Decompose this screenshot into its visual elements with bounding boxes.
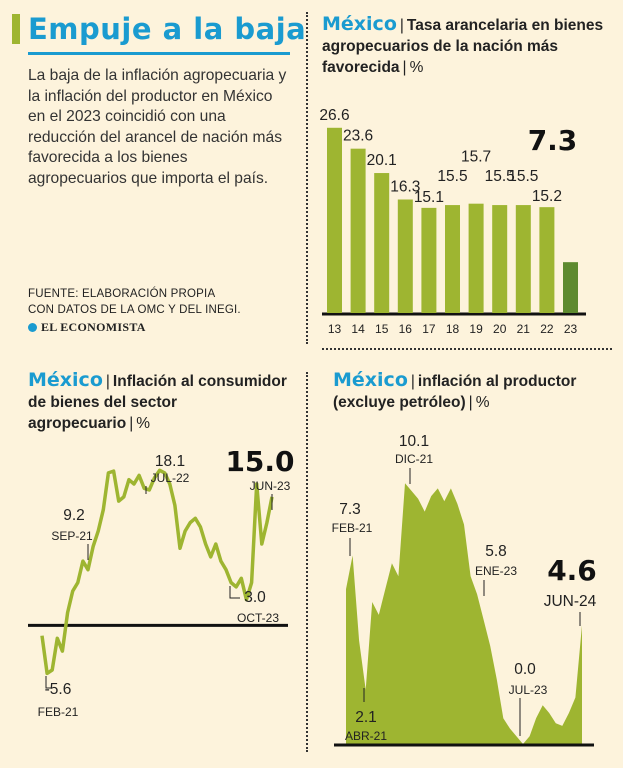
tariff-x-tick-label: 18 bbox=[446, 322, 460, 336]
tariff-bar bbox=[492, 205, 508, 313]
ppi-date-label: FEB-21 bbox=[332, 521, 373, 535]
tariff-value-label: 15.7 bbox=[461, 149, 491, 166]
tariff-title: Tasa arancelaria en bienes agropecuarios… bbox=[322, 17, 604, 76]
cpi-date-label: SEP-21 bbox=[51, 529, 93, 543]
tariff-bar bbox=[563, 262, 578, 313]
tariff-x-tick-label: 21 bbox=[517, 322, 531, 336]
tariff-bar bbox=[397, 199, 413, 313]
logo-text: EL ECONOMISTA bbox=[41, 320, 146, 334]
divider-vertical-top bbox=[306, 12, 308, 344]
ppi-area bbox=[346, 483, 582, 744]
ppi-value-label: 7.3 bbox=[339, 501, 361, 518]
cpi-value-label: 3.0 bbox=[244, 589, 266, 606]
cpi-value-label-emphasis: 15.0 bbox=[225, 445, 294, 478]
cpi-unit: % bbox=[136, 415, 151, 432]
tariff-value-label: 20.1 bbox=[367, 152, 397, 169]
ppi-date-label: ENE-23 bbox=[475, 564, 517, 578]
cpi-value-label: -5.6 bbox=[45, 681, 72, 698]
cpi-title: Inflación al consumidor de bienes del se… bbox=[28, 373, 287, 432]
tariff-value-label: 15.5 bbox=[508, 168, 538, 185]
tariff-x-tick-label: 13 bbox=[328, 322, 342, 336]
cpi-chart-title: México | Inflación al consumidor de bienes… bbox=[28, 369, 287, 433]
source-note: FUENTE: ELABORACIÓN PROPIA CON DATOS DE … bbox=[28, 286, 241, 318]
tariff-value-label: 23.6 bbox=[343, 128, 373, 145]
cpi-date-label: OCT-23 bbox=[237, 611, 279, 625]
tariff-value-label: 26.6 bbox=[319, 107, 349, 124]
tariff-x-tick-label: 20 bbox=[493, 322, 507, 336]
ppi-value-label: 10.1 bbox=[399, 433, 429, 450]
tariff-x-tick-label: 16 bbox=[399, 322, 413, 336]
tariff-bar bbox=[539, 207, 555, 313]
tariff-x-tick-label: 15 bbox=[375, 322, 389, 336]
ppi-value-label: 5.8 bbox=[485, 543, 507, 560]
logo-mark-icon bbox=[28, 323, 37, 332]
intro-text: La baja de la inflación agropecuaria y l… bbox=[28, 67, 287, 187]
tariff-bar bbox=[468, 203, 484, 313]
tariff-bar bbox=[327, 127, 342, 313]
tariff-bar bbox=[445, 205, 460, 313]
tariff-value-label: 15.1 bbox=[414, 189, 444, 206]
tariff-x-tick-label: 22 bbox=[540, 322, 554, 336]
tariff-country: México bbox=[322, 13, 397, 35]
ppi-date-label: JUN-24 bbox=[544, 593, 597, 610]
ppi-date-label: DIC-21 bbox=[395, 452, 433, 466]
tariff-bar bbox=[350, 148, 366, 313]
cpi-annotation-stem bbox=[45, 676, 52, 689]
ppi-value-label-emphasis: 4.6 bbox=[547, 554, 597, 587]
title-rule bbox=[28, 52, 290, 55]
ppi-value-label: 0.0 bbox=[514, 661, 536, 678]
tariff-x-tick-label: 23 bbox=[564, 322, 578, 336]
page-title: Empuje a la baja bbox=[28, 12, 307, 46]
tariff-chart-title: México | Tasa arancelaria en bienes agrope… bbox=[322, 13, 604, 77]
ppi-value-label: 2.1 bbox=[355, 709, 377, 726]
tariff-x-tick-label: 14 bbox=[351, 322, 365, 336]
ppi-chart-title: México | inflación al productor (excluye p… bbox=[333, 369, 577, 412]
divider-vertical-bottom bbox=[306, 372, 308, 752]
ppi-country: México bbox=[333, 369, 408, 391]
tariff-value-label: 15.5 bbox=[437, 168, 467, 185]
tariff-value-label: 16.3 bbox=[390, 179, 420, 196]
tariff-bar bbox=[374, 173, 390, 313]
cpi-country: México bbox=[28, 369, 103, 391]
cpi-value-label: 18.1 bbox=[155, 453, 185, 470]
ppi-unit: % bbox=[475, 394, 490, 411]
cpi-date-label: JUL-22 bbox=[151, 471, 190, 485]
cpi-value-label: 9.2 bbox=[63, 507, 85, 524]
tariff-value-label: 15.5 bbox=[485, 168, 515, 185]
source-line-2: CON DATOS DE LA OMC Y DEL INEGI. bbox=[28, 304, 241, 316]
cpi-date-label: FEB-21 bbox=[38, 705, 79, 719]
tariff-value-label: 15.2 bbox=[532, 188, 562, 205]
publisher-logo: EL ECONOMISTA bbox=[28, 320, 146, 335]
tariff-x-tick-label: 19 bbox=[469, 322, 483, 336]
ppi-date-label: JUL-23 bbox=[509, 683, 548, 697]
title-accent-bar bbox=[12, 14, 20, 44]
cpi-date-label: JUN-23 bbox=[250, 479, 291, 493]
tariff-x-tick-label: 17 bbox=[422, 322, 436, 336]
source-line-1: FUENTE: ELABORACIÓN PROPIA bbox=[28, 288, 216, 300]
ppi-date-label: ABR-21 bbox=[345, 729, 387, 743]
tariff-bar bbox=[421, 207, 437, 313]
divider-horizontal bbox=[322, 348, 612, 350]
cpi-series-line bbox=[40, 468, 274, 676]
tariff-bar bbox=[515, 205, 531, 313]
tariff-value-label-emphasis: 7.3 bbox=[528, 124, 578, 157]
ppi-title: inflación al productor (excluye petróleo… bbox=[333, 373, 577, 411]
tariff-unit: % bbox=[409, 59, 424, 76]
cpi-annotation-stem bbox=[229, 586, 240, 599]
